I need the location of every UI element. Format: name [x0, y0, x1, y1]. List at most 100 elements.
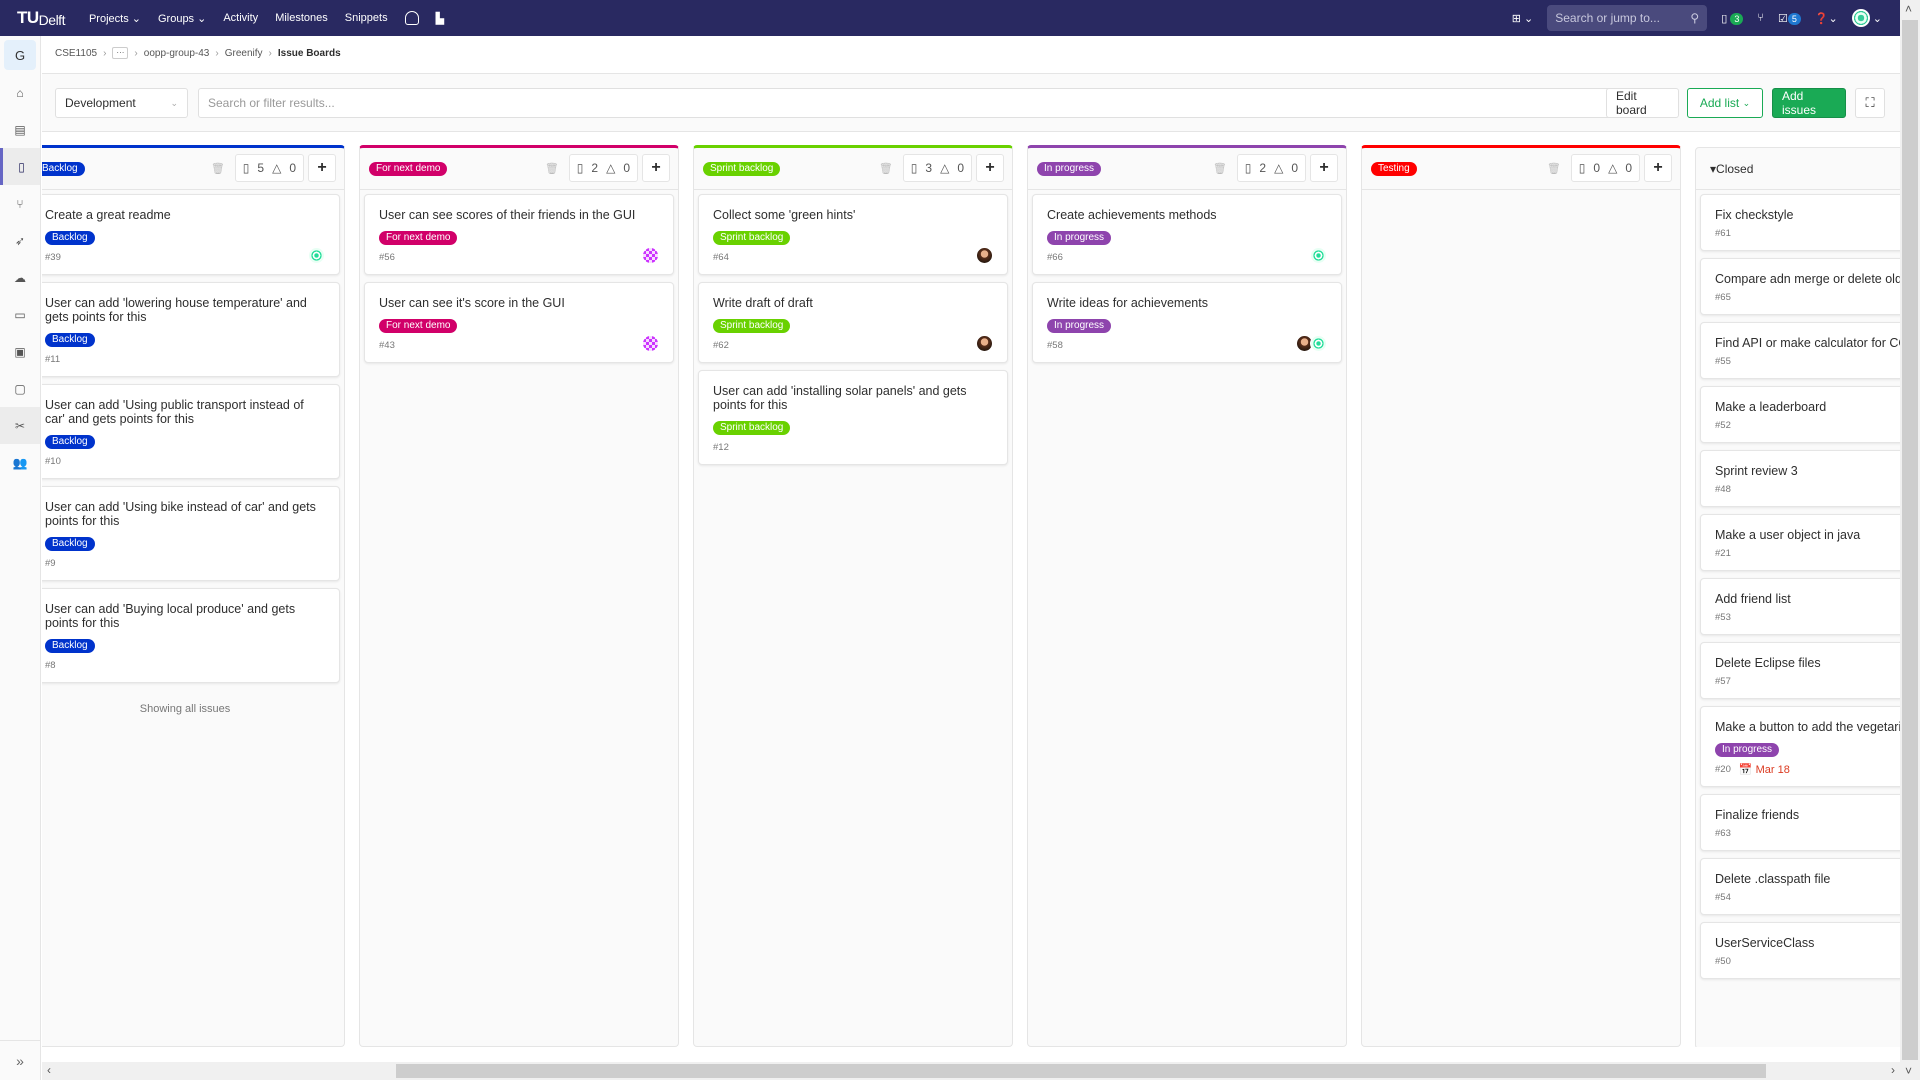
filter-search-input[interactable]: Search or filter results...	[198, 88, 1641, 118]
packages-icon[interactable]: ▣	[14, 344, 26, 359]
issue-title[interactable]: User can see scores of their friends in …	[379, 208, 636, 222]
issue-title[interactable]: Write draft of draft	[713, 296, 813, 310]
collapse-sidebar-button[interactable]: »	[0, 1040, 40, 1080]
issue-card[interactable]: Make a button to add the vegetarian In pr…	[1700, 706, 1900, 787]
ci-cd-icon[interactable]: ➶	[14, 233, 26, 248]
issue-title[interactable]: Delete Eclipse files	[1715, 656, 1821, 670]
issue-title[interactable]: Finalize friends	[1715, 808, 1800, 822]
nav-projects[interactable]: Projects ⌄	[88, 12, 141, 25]
members-icon[interactable]: 👥	[12, 455, 28, 470]
add-issue-button[interactable]: +	[308, 154, 336, 182]
issue-label[interactable]: In progress	[1047, 231, 1112, 245]
trash-icon[interactable]: 🗑	[1212, 162, 1227, 175]
chart-icon[interactable]: ▙	[435, 12, 445, 25]
admin-area-icon[interactable]	[404, 11, 419, 25]
trash-icon[interactable]: 🗑	[544, 162, 559, 175]
add-issue-button[interactable]: +	[1310, 154, 1338, 182]
issue-title[interactable]: Write ideas for achievements	[1047, 296, 1208, 310]
add-issue-button[interactable]: +	[642, 154, 670, 182]
assignee-avatar[interactable]	[976, 335, 993, 352]
issues-link[interactable]: ▯ 3	[1721, 12, 1744, 25]
list-label[interactable]: Sprint backlog	[703, 161, 781, 176]
issue-title[interactable]: Create achievements methods	[1047, 208, 1217, 222]
issue-title[interactable]: Compare adn merge or delete old b	[1715, 272, 1900, 286]
issue-title[interactable]: User can add 'Buying local produce' and …	[45, 602, 296, 630]
issue-card[interactable]: Write draft of draft Sprint backlog #62	[698, 282, 1008, 363]
vertical-scrollbar[interactable]: ˄ ˅	[1900, 0, 1920, 1080]
assignee-avatar[interactable]	[308, 247, 325, 264]
trash-icon[interactable]: 🗑	[1546, 162, 1561, 175]
issue-title[interactable]: Add friend list	[1715, 592, 1791, 606]
issue-title[interactable]: Make a leaderboard	[1715, 400, 1827, 414]
new-item-dropdown[interactable]: ⊞ ⌄	[1511, 12, 1534, 25]
issue-label[interactable]: For next demo	[379, 319, 458, 333]
merge-requests-icon[interactable]: ⑂	[16, 196, 24, 211]
assignee-avatar[interactable]	[1310, 247, 1327, 264]
horizontal-scrollbar[interactable]: ‹ ›	[42, 1062, 1900, 1080]
merge-requests-icon[interactable]: ⑂	[1757, 12, 1764, 24]
issue-title[interactable]: User can add 'Using public transport ins…	[45, 398, 304, 426]
issue-label[interactable]: Sprint backlog	[713, 231, 791, 245]
trash-icon[interactable]: 🗑	[210, 162, 225, 175]
issue-card[interactable]: Make a user object in java #21	[1700, 514, 1900, 571]
issue-title[interactable]: Sprint review 3	[1715, 464, 1798, 478]
issue-label[interactable]: Backlog	[45, 639, 95, 653]
trash-icon[interactable]: 🗑	[878, 162, 893, 175]
horizontal-scrollbar-thumb[interactable]	[396, 1064, 1766, 1078]
issues-icon[interactable]: ▯	[0, 148, 40, 185]
issue-card[interactable]: Add friend list #53	[1700, 578, 1900, 635]
breadcrumb-item[interactable]: oopp-group-43	[143, 47, 210, 59]
nav-milestones[interactable]: Milestones	[275, 12, 328, 24]
issue-card[interactable]: Sprint review 3 #48	[1700, 450, 1900, 507]
overview-icon[interactable]: ▤	[14, 122, 26, 137]
issue-card[interactable]: Fix checkstyle #61	[1700, 194, 1900, 251]
issue-title[interactable]: User can add 'installing solar panels' a…	[713, 384, 967, 412]
add-issue-button[interactable]: +	[1644, 154, 1672, 182]
issue-title[interactable]: UserServiceClass	[1715, 936, 1815, 950]
snippets-icon[interactable]: ✂	[0, 407, 40, 444]
vertical-scrollbar-thumb[interactable]	[1902, 20, 1918, 1060]
scroll-right-arrow[interactable]: ›	[1891, 1063, 1895, 1077]
list-label[interactable]: In progress	[1037, 161, 1102, 176]
issue-label[interactable]: Backlog	[45, 537, 95, 551]
breadcrumb-more[interactable]: ···	[112, 47, 129, 59]
registry-icon[interactable]: ▭	[14, 307, 26, 322]
user-menu[interactable]: ⌄	[1851, 9, 1882, 27]
todos-link[interactable]: ☑ 5	[1778, 12, 1801, 25]
issue-label[interactable]: In progress	[1047, 319, 1112, 333]
help-icon[interactable]: ❓⌄	[1814, 12, 1838, 25]
issue-title[interactable]: Collect some 'green hints'	[713, 208, 856, 222]
issue-label[interactable]: Backlog	[45, 231, 95, 245]
issue-label[interactable]: Sprint backlog	[713, 421, 791, 435]
issue-label[interactable]: In progress	[1715, 743, 1780, 757]
nav-activity[interactable]: Activity	[223, 12, 259, 24]
issue-card[interactable]: Finalize friends #63	[1700, 794, 1900, 851]
scroll-down-arrow[interactable]: ˅	[1905, 1064, 1913, 1078]
issue-label[interactable]: For next demo	[379, 231, 458, 245]
issue-label[interactable]: Sprint backlog	[713, 319, 791, 333]
issue-title[interactable]: Fix checkstyle	[1715, 208, 1794, 222]
add-issue-button[interactable]: +	[976, 154, 1004, 182]
project-avatar[interactable]: G	[4, 40, 36, 70]
issue-card[interactable]: User can add 'Buying local produce' and …	[42, 588, 340, 683]
assignee-avatar[interactable]	[642, 335, 659, 352]
issue-card[interactable]: Write ideas for achievements In progress #…	[1032, 282, 1342, 363]
issue-card[interactable]: User can add 'lowering house temperature…	[42, 282, 340, 377]
issue-card[interactable]: User can add 'Using public transport ins…	[42, 384, 340, 479]
tudelft-logo[interactable]: TU Delft	[17, 8, 65, 28]
list-label[interactable]: Backlog	[42, 161, 85, 176]
issue-card[interactable]: Create a great readme Backlog #39	[42, 194, 340, 275]
list-header[interactable]: ▾ Closed	[1696, 148, 1900, 190]
assignee-avatar[interactable]	[1310, 335, 1327, 352]
edit-board-button[interactable]: Edit board	[1606, 88, 1679, 118]
issue-title[interactable]: Create a great readme	[45, 208, 171, 222]
add-issues-button[interactable]: Add issues	[1772, 88, 1846, 118]
fullscreen-icon[interactable]: ⛶	[1855, 88, 1885, 118]
issue-title[interactable]: Make a button to add the vegetarian	[1715, 720, 1900, 734]
issue-title[interactable]: Make a user object in java	[1715, 528, 1861, 542]
nav-snippets[interactable]: Snippets	[344, 12, 388, 24]
issue-card[interactable]: Collect some 'green hints' Sprint backlog…	[698, 194, 1008, 275]
issue-card[interactable]: User can see scores of their friends in …	[364, 194, 674, 275]
scroll-up-arrow[interactable]: ˄	[1905, 2, 1913, 16]
board-selector[interactable]: Development ⌄	[55, 88, 188, 118]
